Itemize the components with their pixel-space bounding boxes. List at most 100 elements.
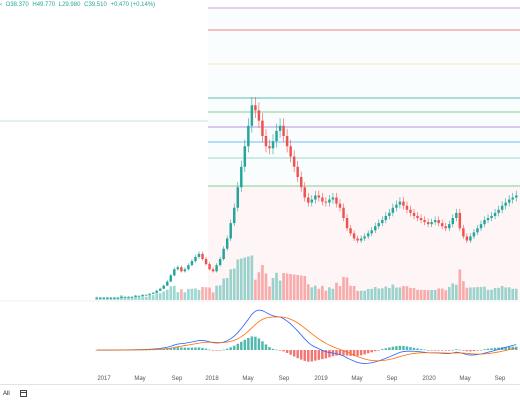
macd-histogram-bar [296, 350, 299, 359]
candle-body [493, 212, 497, 216]
macd-histogram-bar [384, 348, 388, 350]
volume-bar [250, 255, 254, 300]
volume-bar [130, 296, 134, 300]
volume-bar [409, 287, 412, 300]
volume-bar [335, 282, 338, 300]
x-tick-label: 2017 [97, 376, 111, 382]
volume-bar [377, 288, 381, 300]
volume-bar [299, 275, 303, 300]
volume-bar [462, 281, 465, 300]
macd-histogram-bar [299, 350, 303, 360]
macd-histogram-bar [402, 345, 405, 350]
candle-body [486, 218, 490, 221]
volume-bar [275, 272, 278, 300]
volume-bar [423, 290, 426, 300]
macd-histogram-bar [229, 347, 232, 350]
macd-histogram-bar [204, 348, 208, 350]
macd-histogram-bar [405, 346, 409, 350]
candle-body [423, 220, 426, 223]
volume-bar [373, 287, 377, 300]
macd-histogram-bar [176, 347, 180, 350]
volume-bar [426, 290, 430, 300]
macd-histogram-bar [370, 350, 373, 353]
volume-bar [465, 287, 469, 300]
macd-histogram-bar [437, 350, 440, 351]
candle-body [317, 195, 321, 198]
candle-body [409, 209, 412, 213]
open-value: O38.370 [5, 2, 29, 8]
candle-body [455, 212, 458, 218]
macd-histogram-bar [507, 346, 511, 350]
volume-bar [444, 290, 448, 300]
macd-histogram-bar [187, 347, 190, 350]
macd-histogram-bar [285, 350, 289, 353]
volume-bar [215, 285, 218, 300]
candle-body [254, 105, 257, 111]
volume-bar [218, 285, 222, 300]
candle-body [166, 281, 169, 286]
macd-histogram-bar [409, 347, 412, 350]
candle-body [222, 248, 225, 259]
candle-body [398, 201, 402, 205]
macd-histogram-bar [426, 349, 430, 351]
range-all-button[interactable]: All [3, 391, 10, 397]
macd-histogram-bar [395, 346, 398, 350]
volume-bar [268, 286, 271, 300]
volume-bar [384, 286, 388, 300]
volume-bar [366, 288, 370, 300]
candle-body [497, 209, 500, 213]
volume-bar [497, 287, 500, 300]
volume-bar [490, 289, 493, 300]
macd-histogram-bar [307, 350, 310, 362]
candle-body [377, 223, 380, 227]
macd-histogram-bar [321, 350, 324, 360]
calendar-icon[interactable] [20, 390, 27, 397]
back-arrow-icon[interactable]: ‹ [0, 2, 2, 8]
candle-body [451, 218, 455, 225]
volume-bar [180, 289, 183, 300]
volume-bar [246, 256, 250, 300]
volume-bar [123, 296, 127, 300]
candle-body [268, 146, 271, 149]
macd-histogram-bar [208, 349, 211, 351]
candle-body [120, 296, 123, 298]
volume-bar [158, 293, 162, 300]
macd-histogram-bar [247, 338, 250, 350]
macd-histogram-bar [430, 350, 433, 351]
volume-bar [165, 289, 169, 300]
change-value: +0.470 (+0.14%) [110, 2, 156, 8]
volume-bar [148, 295, 151, 300]
macd-histogram-bar [314, 350, 317, 361]
volume-bar [239, 258, 243, 300]
volume-bar [285, 273, 289, 300]
macd-histogram-bar [201, 347, 204, 350]
candle-body [437, 220, 440, 224]
volume-bar [447, 286, 451, 300]
candle-body [299, 177, 303, 188]
candle-body [218, 259, 222, 266]
volume-bar [416, 289, 419, 300]
volume-bar [211, 292, 215, 300]
macd-histogram-bar [268, 347, 271, 350]
time-axis-line [0, 384, 520, 385]
candle-body [395, 204, 398, 208]
macd-histogram-bar [416, 348, 419, 350]
candle-body [416, 215, 419, 218]
candle-body [433, 220, 437, 223]
candle-body [292, 156, 296, 167]
volume-bar [412, 288, 416, 300]
fib-zone-fill [208, 8, 520, 186]
volume-bar [324, 290, 328, 300]
candle-body [391, 207, 395, 213]
macd-histogram-bar [303, 350, 306, 361]
volume-bar [306, 284, 310, 300]
volume-bar [243, 257, 247, 300]
candle-body [444, 226, 447, 229]
candle-body [130, 296, 134, 298]
x-tick-label: 2020 [422, 376, 436, 382]
candle-body [106, 297, 109, 299]
macd-panel [0, 300, 520, 364]
volume-bar [144, 296, 148, 300]
candle-body [321, 197, 324, 202]
